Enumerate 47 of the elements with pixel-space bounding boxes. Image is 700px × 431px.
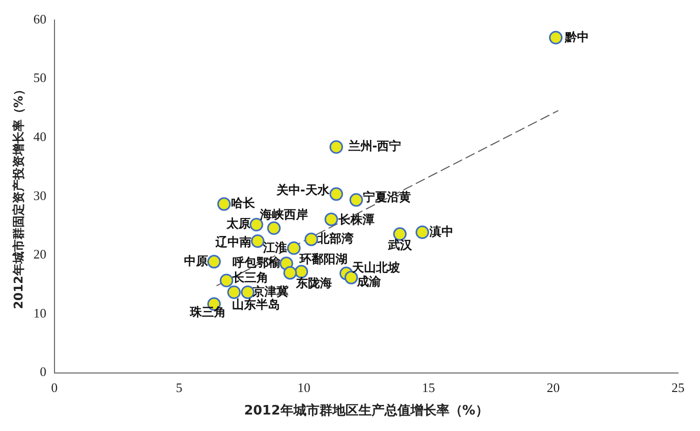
y-tick-label: 20 xyxy=(33,246,46,262)
x-tick-label: 5 xyxy=(176,380,182,396)
y-tick-label: 10 xyxy=(33,305,46,320)
annotation: 武汉 xyxy=(386,238,413,252)
annotation: 中原 xyxy=(184,254,208,268)
point xyxy=(549,30,563,44)
annotation: 关中-天水 xyxy=(275,183,330,198)
annotation: 东陇海 xyxy=(295,276,332,290)
annotation: 辽中南 xyxy=(214,235,252,250)
annotation: 兰州-西宁 xyxy=(347,139,402,154)
x-tick-label: 25 xyxy=(672,380,684,396)
x-tick-label: 15 xyxy=(422,380,436,396)
annotation: 宁夏沿黄 xyxy=(363,190,412,204)
annotation: 黔中 xyxy=(564,30,589,44)
y-tick-label: 30 xyxy=(33,188,46,203)
point xyxy=(287,241,301,255)
y-tick-label: 40 xyxy=(33,129,46,144)
point xyxy=(267,221,281,235)
y-axis-title: 2012年城市群固定资产投资增长率（%） xyxy=(11,84,26,310)
point xyxy=(217,197,231,211)
annotation: 海峡西岸 xyxy=(258,207,308,222)
point xyxy=(227,285,241,299)
point xyxy=(324,212,338,226)
point xyxy=(330,140,344,154)
x-tick-label: 10 xyxy=(297,380,310,396)
y-tick-label: 50 xyxy=(33,70,46,86)
point xyxy=(283,266,297,280)
x-tick-label: 20 xyxy=(546,380,560,396)
x-axis-title: 2012年城市群地区生产总值增长率（%） xyxy=(244,402,488,419)
point xyxy=(416,226,430,240)
annotation: 哈长 xyxy=(231,196,256,210)
y-tick-label: 0 xyxy=(40,364,46,380)
point xyxy=(304,232,318,246)
point xyxy=(220,274,234,288)
annotation: 山东半岛 xyxy=(232,297,280,312)
annotation: 天山北坡 xyxy=(351,260,402,275)
annotation: 环鄱阳湖 xyxy=(298,252,348,266)
annotation: 江淮 xyxy=(262,240,287,254)
point xyxy=(349,193,363,207)
annotation: 珠三角 xyxy=(189,305,226,320)
x-tick-label: 0 xyxy=(51,380,58,396)
annotation: 成渝 xyxy=(356,274,382,289)
annotation: 滇中 xyxy=(428,224,454,238)
point xyxy=(330,187,344,201)
point xyxy=(207,254,221,268)
y-tick-label: 60 xyxy=(33,11,46,26)
annotation: 太原 xyxy=(225,216,250,231)
